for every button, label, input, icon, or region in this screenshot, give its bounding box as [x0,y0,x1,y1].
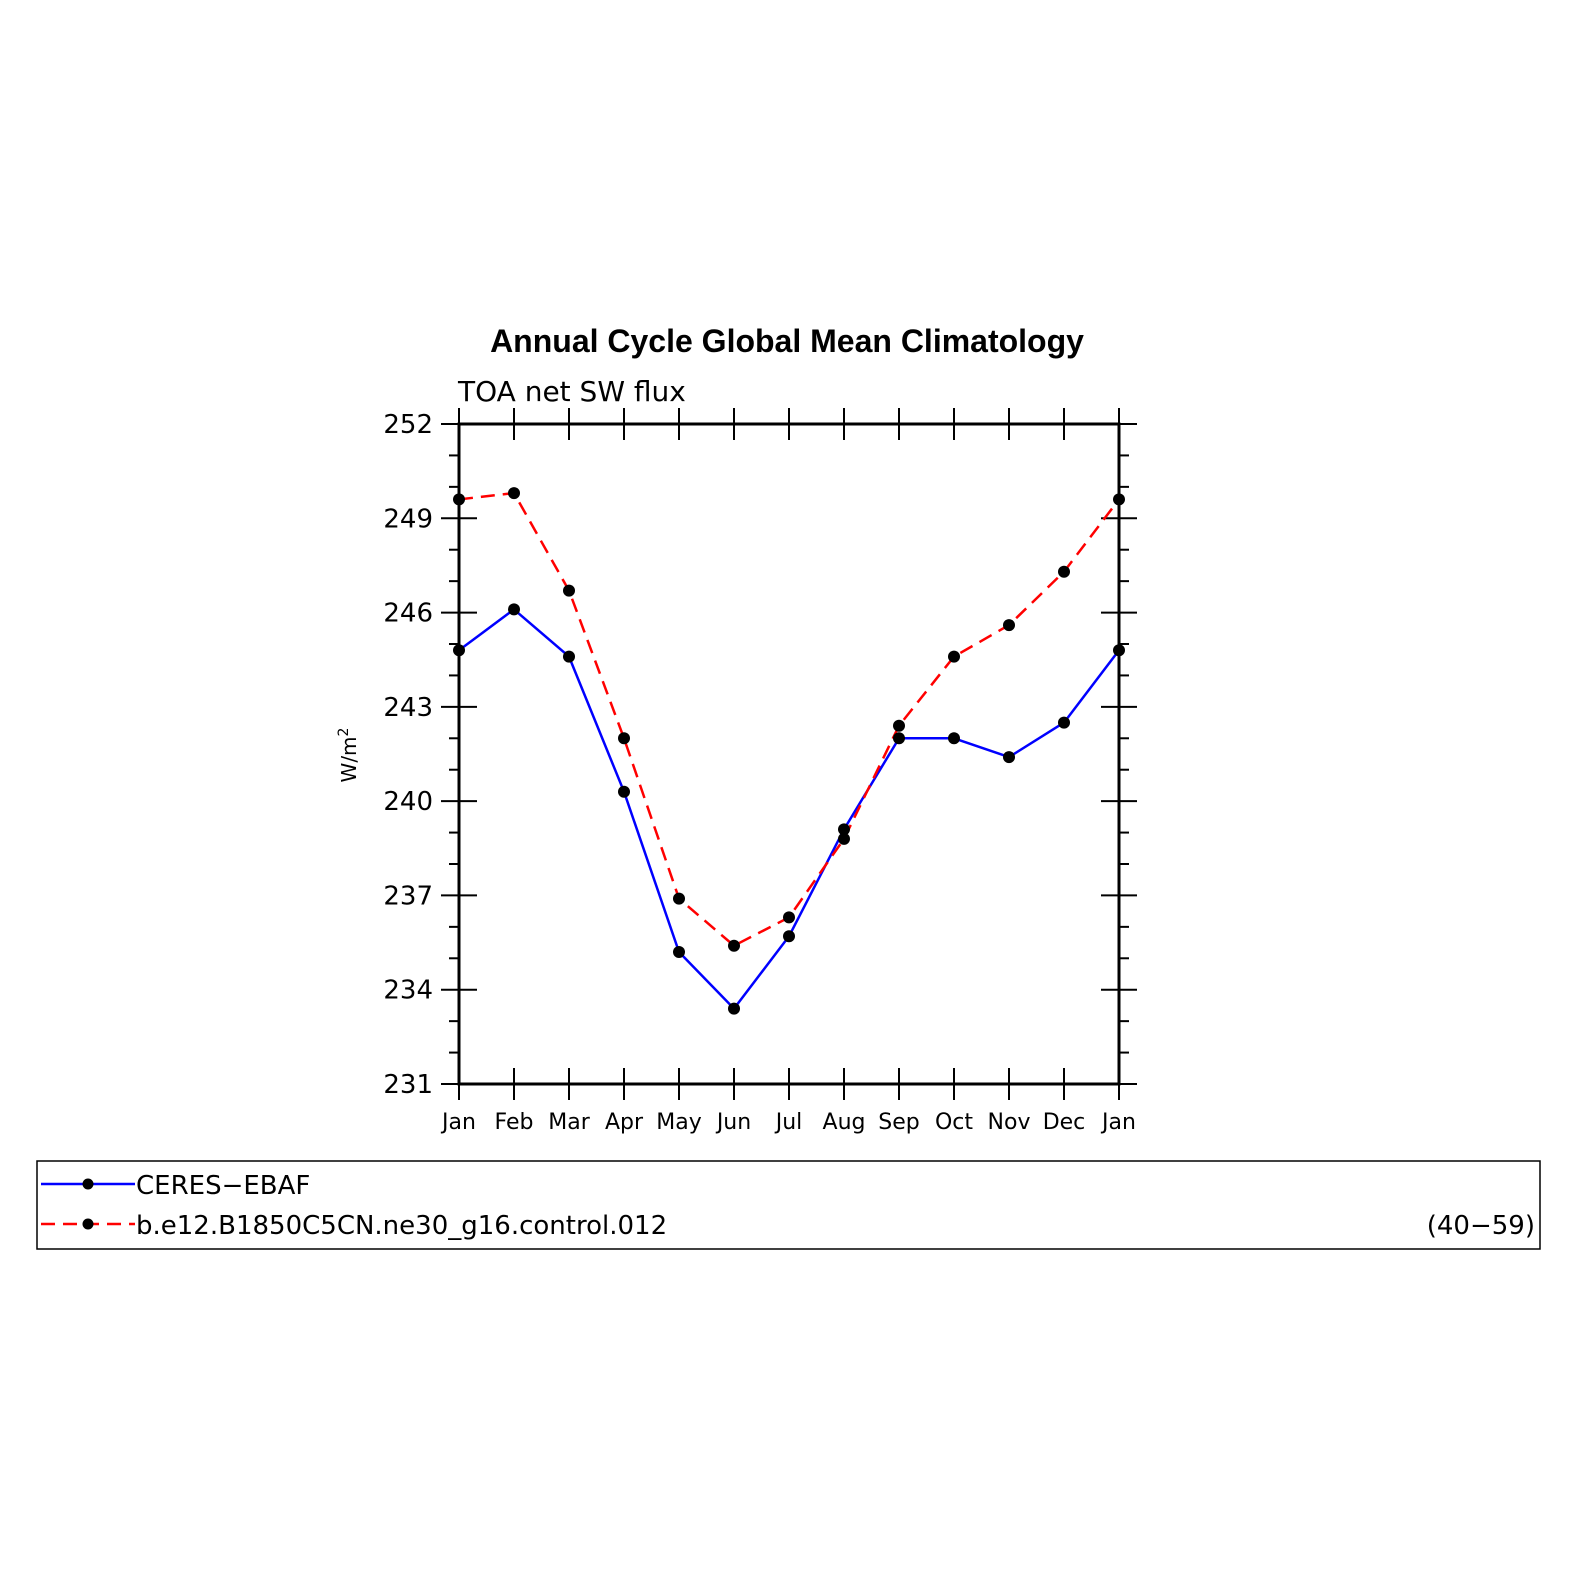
series-1-point [1113,644,1125,657]
y-tick-label: 249 [383,504,433,534]
y-axis-label-sup: 2 [336,728,352,737]
x-tick-label: Jun [715,1110,751,1135]
y-tick-label: 234 [383,976,433,1006]
y-tick-label: 252 [383,410,433,440]
series-2-point [728,939,740,952]
series-2-point [508,487,520,500]
x-tick-label: May [656,1110,701,1135]
x-tick-label: Feb [495,1110,534,1135]
y-axis-label: W/m2 [336,728,361,783]
series-line-1 [458,608,1120,1010]
series-1-point [453,644,465,657]
legend-marker-1 [82,1178,94,1190]
series-2-point [1003,619,1015,632]
series-2-point [948,650,960,663]
chart-subtitle: TOA net SW flux [457,375,686,408]
series-1-point [948,732,960,745]
x-tick-label: Oct [935,1110,973,1135]
y-tick-label: 237 [383,881,433,911]
y-tick-label: 231 [383,1070,433,1100]
legend-label-1: CERES−EBAF [136,1171,310,1201]
legend-marker-2 [82,1218,94,1230]
legend-note: (40−59) [1427,1211,1535,1241]
legend: CERES−EBAF b.e12.B1850C5CN.ne30_g16.cont… [36,1160,1541,1250]
series-2-point [563,584,575,597]
series-1-point [728,1002,740,1015]
x-tick-label: Apr [605,1110,644,1135]
x-tick-label: Dec [1043,1110,1086,1135]
chart-title: Annual Cycle Global Mean Climatology [490,323,1084,359]
y-tick-label: 243 [383,693,433,723]
series-1-point [1003,751,1015,764]
series-2-point [1058,565,1070,578]
series-1-point [673,946,685,958]
series-1-point [838,823,850,836]
x-tick-label: Jul [774,1110,803,1135]
x-tick-label: Jan [1100,1110,1136,1135]
series-1-point [893,732,905,745]
series-2-point [783,911,795,924]
series-line-2 [458,491,1120,947]
series-2-point [838,832,850,845]
y-tick-label: 246 [383,599,433,629]
x-tick-labels: Jan Feb Mar Apr May Jun Jul Aug Sep Oct Nov Dec Jan [440,1110,1136,1135]
series-2-point [618,732,630,745]
series-1-point [618,785,630,798]
series-1-point [508,603,520,616]
series-2-point [453,493,465,506]
series-2-point [673,892,685,905]
series-markers [453,487,1125,1015]
legend-label-2: b.e12.B1850C5CN.ne30_g16.control.012 [136,1211,667,1241]
plot-frame [457,422,1121,1086]
y-tick-label: 240 [383,787,433,817]
x-tick-label: Nov [988,1110,1031,1135]
x-tick-label: Aug [823,1110,866,1135]
series-1-point [783,930,795,943]
series-1-point [1058,716,1070,729]
y-tick-labels: 231 234 237 240 243 246 249 252 [383,410,433,1100]
x-tick-label: Sep [878,1110,919,1135]
y-axis-label-unit: W/m [337,736,361,782]
x-tick-label: Mar [548,1110,590,1135]
series-1-point [563,650,575,663]
x-tick-label: Jan [440,1110,476,1135]
legend-box [36,1160,1541,1250]
series-2-point [1113,493,1125,506]
series-2-point [893,719,905,732]
axis-ticks [441,408,1137,1100]
